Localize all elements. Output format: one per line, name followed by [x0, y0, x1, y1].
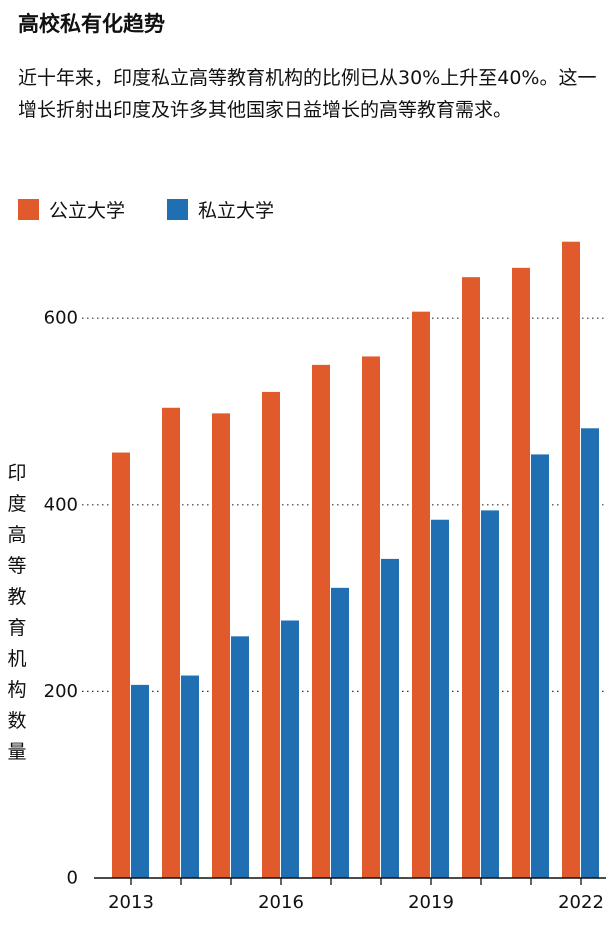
bar-private	[581, 428, 599, 878]
bar-public	[462, 277, 480, 878]
bar-public	[312, 364, 330, 879]
legend: 公立大学 私立大学	[18, 196, 316, 223]
legend-label-private: 私立大学	[198, 200, 275, 222]
y-axis-label-char: 印	[7, 462, 27, 484]
y-tick-label: 0	[67, 868, 78, 889]
bar-private	[381, 558, 399, 878]
x-tick-label: 2013	[108, 892, 154, 913]
bar-private	[281, 620, 299, 878]
y-axis-label: 印度高等教育机构数量	[4, 458, 30, 768]
bar-private	[181, 675, 199, 878]
bar-public	[512, 267, 530, 878]
bar-public	[212, 413, 230, 878]
bar-private	[431, 519, 449, 878]
bar-public	[362, 356, 380, 878]
bar-public	[562, 241, 580, 879]
bar-private	[481, 510, 499, 878]
y-axis-label-char: 机	[7, 648, 27, 670]
bar-private	[231, 636, 249, 878]
legend-swatch-public	[18, 199, 39, 220]
y-axis-label-char: 育	[7, 617, 27, 639]
x-tick-label: 2016	[258, 892, 304, 913]
bar-public	[112, 452, 130, 878]
y-tick-label: 400	[44, 494, 78, 515]
y-axis-label-char: 量	[7, 741, 27, 763]
bar-private	[131, 684, 149, 878]
y-tick-label: 200	[44, 681, 78, 702]
legend-swatch-private	[167, 199, 189, 220]
y-axis-label-char: 度	[7, 493, 27, 515]
y-axis-label-char: 构	[7, 679, 27, 701]
legend-item-private: 私立大学	[167, 196, 274, 223]
x-tick-label: 2022	[558, 892, 604, 913]
y-tick-label: 600	[44, 308, 78, 329]
y-axis-label-char: 高	[7, 524, 27, 546]
y-axis-label-char: 数	[7, 710, 27, 732]
y-axis-label-char: 等	[7, 555, 27, 577]
chart-title: 高校私有化趋势	[18, 12, 165, 36]
legend-item-public: 公立大学	[18, 196, 125, 223]
bar-public	[412, 311, 430, 878]
bar-public	[162, 407, 180, 878]
bar-public	[262, 391, 280, 878]
bar-private	[531, 454, 549, 878]
x-tick-label: 2019	[408, 892, 454, 913]
y-axis-label-char: 教	[7, 586, 27, 608]
chart-subtitle: 近十年来，印度私立高等教育机构的比例已从30%上升至40%。这一增长折射出印度及…	[18, 67, 597, 121]
legend-label-public: 公立大学	[49, 200, 126, 222]
bar-private	[331, 587, 349, 878]
